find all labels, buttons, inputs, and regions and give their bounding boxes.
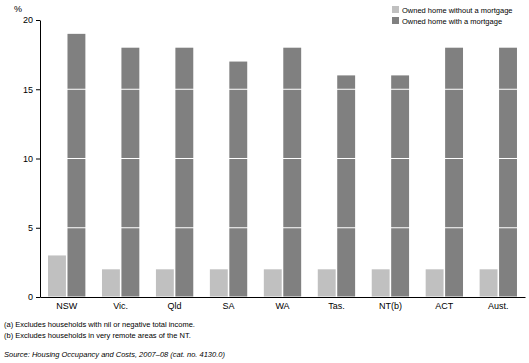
grid-line [40,89,525,90]
tick: 20 [23,15,40,25]
x-axis: NSW Vic. Qld SA WA Tas. NT(b) ACT Aust. [41,297,526,311]
bar [372,269,390,297]
y-axis: 0 5 10 15 20 [23,15,41,302]
tick: NSW [56,297,78,311]
tick: Vic. [113,297,128,311]
tick-label: NSW [56,301,78,311]
bar [48,255,66,297]
tick: NT(b) [379,297,402,311]
plot: 0 5 10 15 20 NSW Vic. Qld SA WA Tas. NT(b) ACT Aust. [23,15,526,311]
bar [283,48,301,297]
grid [40,20,525,297]
bar [210,269,228,297]
tick: 10 [23,154,40,164]
axis-line [41,297,526,298]
tick: SA [223,297,235,311]
tick-label: 0 [28,292,33,302]
bar [391,75,409,297]
legend-swatch [392,17,399,24]
bar [337,75,355,297]
axis-title: % [14,4,22,14]
bar [426,269,444,297]
tick-label: 15 [23,85,33,95]
tick-label: 10 [23,154,33,164]
tick-mark [36,228,40,229]
bar [102,269,120,297]
bar [121,48,139,297]
tick: 15 [23,85,40,95]
bar [480,269,498,297]
grid-line [40,158,525,159]
tick-label: Vic. [113,301,128,311]
tick: Aust. [488,297,509,311]
tick-label: SA [223,301,235,311]
legend-item: Owned home without a mortgage [392,6,512,15]
tick: 0 [28,292,40,302]
axis-line [40,21,41,298]
source: Source: Housing Occupancy and Costs, 200… [4,350,225,359]
tick-label: Qld [168,301,182,311]
bar [264,269,282,297]
tick-label: Aust. [488,301,509,311]
bar [499,48,517,297]
chart: 0 5 10 15 20 NSW Vic. Qld SA WA Tas. NT(b) ACT Aust.%… [0,0,529,363]
tick-mark [36,159,40,160]
legend-label: Owned home with a mortgage [402,17,502,26]
tick-mark [36,89,40,90]
bar [229,62,247,297]
bar [318,269,336,297]
grid-line [40,227,525,228]
tick: WA [275,297,289,311]
tick: Qld [168,297,182,311]
tick: 5 [28,223,40,233]
legend-item: Owned home with a mortgage [392,17,502,26]
tick: Tas. [328,297,345,311]
bar [156,269,174,297]
grid-line [40,297,525,298]
legend-label: Owned home without a mortgage [402,6,512,15]
tick-label: Tas. [328,301,345,311]
tick-label: NT(b) [379,301,402,311]
tick-label: ACT [435,301,454,311]
bar [67,34,85,297]
tick-mark [36,297,40,298]
footnote: (b) Excludes households in very remote a… [4,331,191,340]
legend: Owned home without a mortgage Owned home … [392,6,512,26]
tick-label: 20 [23,15,33,25]
bar [445,48,463,297]
legend-swatch [392,6,399,13]
tick-label: WA [275,301,289,311]
footnote: (a) Excludes households with nil or nega… [4,320,195,329]
tick-label: 5 [28,223,33,233]
tick: ACT [435,297,454,311]
bars [48,34,517,297]
tick-mark [36,20,40,21]
bar [175,48,193,297]
